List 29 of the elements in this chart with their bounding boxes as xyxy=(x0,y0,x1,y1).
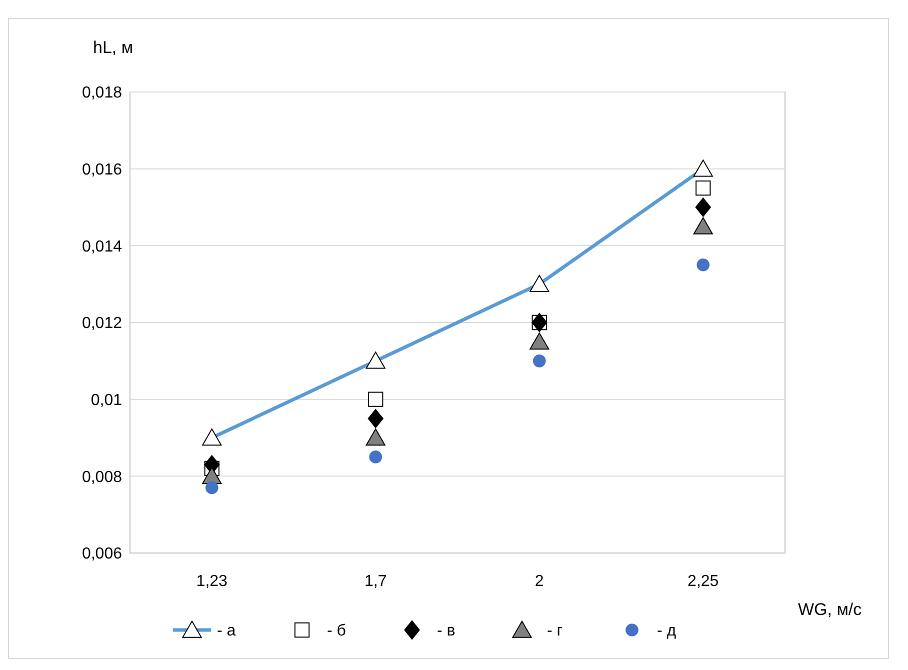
y-tick-label: 0,01 xyxy=(90,392,122,409)
point xyxy=(696,258,710,272)
point xyxy=(366,428,386,446)
x-tick-label: 1,23 xyxy=(196,573,228,590)
x-axis-title: WG, м/с xyxy=(798,600,862,619)
y-tick-label: 0,012 xyxy=(82,315,122,332)
legend-label: - а xyxy=(217,622,236,640)
x-tick-label: 1,7 xyxy=(364,573,387,590)
legend-label: - д xyxy=(657,622,677,640)
y-tick-label: 0,008 xyxy=(82,468,122,486)
point xyxy=(532,354,546,368)
point xyxy=(205,481,218,494)
point xyxy=(530,332,550,350)
point xyxy=(368,392,384,407)
point xyxy=(696,180,711,196)
y-axis-title: hL, м xyxy=(93,38,134,57)
y-tick-label: 0,014 xyxy=(82,238,122,256)
x-tick-label: 2 xyxy=(534,573,544,590)
legend-label: - г xyxy=(547,622,563,640)
point xyxy=(369,450,382,464)
y-tick-label: 0,016 xyxy=(82,161,122,178)
legend-label: - в xyxy=(437,622,456,640)
legend-label: - б xyxy=(327,622,346,640)
point xyxy=(368,409,384,428)
x-tick-label: 2,25 xyxy=(688,573,719,590)
point xyxy=(695,198,711,217)
y-tick-label: 0,018 xyxy=(82,84,122,102)
y-tick-label: 0,006 xyxy=(82,546,122,563)
point xyxy=(693,217,713,234)
